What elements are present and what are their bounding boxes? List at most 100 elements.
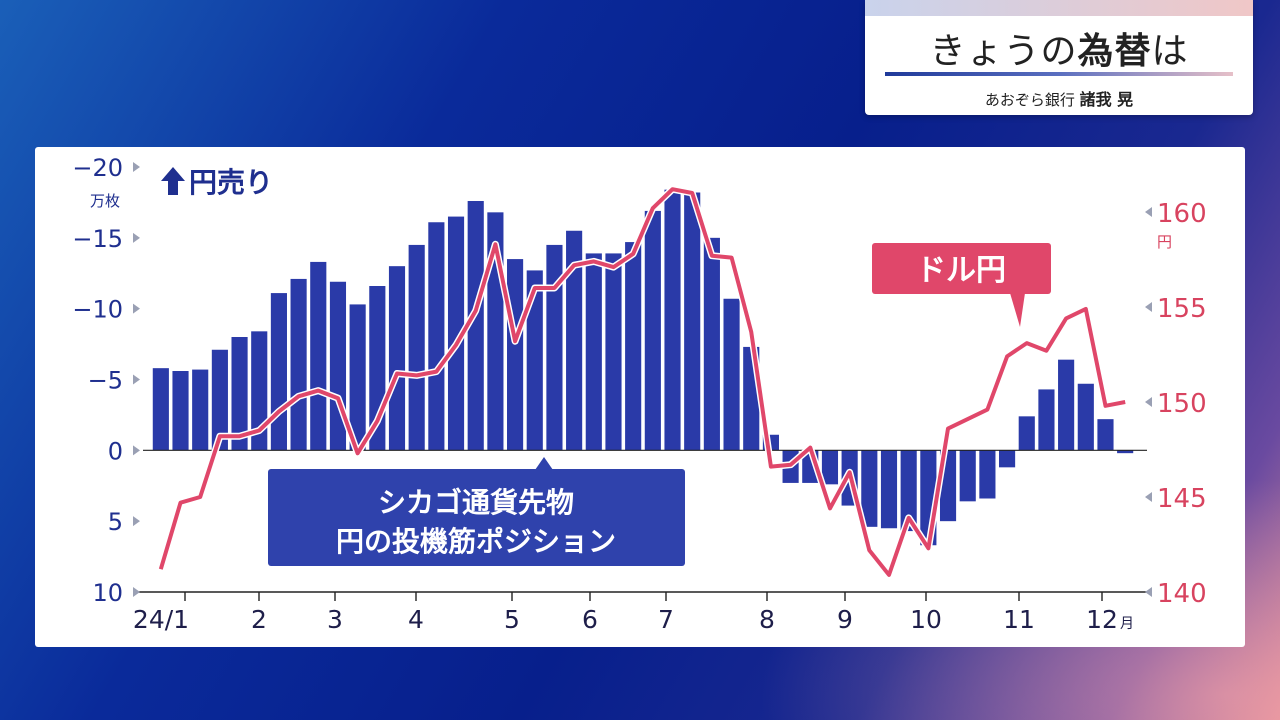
x-tick-label: 6: [582, 605, 598, 634]
guest-org: あおぞら銀行: [984, 91, 1075, 109]
title-prefix: きょうの: [929, 31, 1078, 72]
left-tick-label: 5: [108, 508, 123, 536]
position-bar: [979, 450, 996, 499]
right-tick-marker: [1145, 397, 1152, 407]
position-callout-line1: シカゴ通貨先物: [378, 486, 574, 519]
position-bar: [585, 253, 602, 451]
right-unit-label: 円: [1157, 233, 1172, 251]
right-tick-label: 150: [1157, 389, 1207, 419]
position-bar: [999, 450, 1016, 468]
position-bar: [959, 450, 976, 502]
up-arrow-icon: [161, 167, 185, 195]
program-title-box: きょうの為替は あおぞら銀行 諸我 晃: [865, 0, 1253, 115]
right-tick-label: 160: [1157, 199, 1207, 229]
position-bar: [703, 237, 720, 451]
position-callout-pointer: [535, 457, 553, 470]
axis-layer: −20 −15 −10 −5 0 5 10 万枚 円売り 160 155 150 145 140 円 24/1…: [72, 154, 1206, 634]
left-tick-marker: [133, 374, 140, 385]
x-tick-label: 11: [1003, 605, 1035, 634]
left-tick-label: 0: [108, 437, 123, 465]
position-bar: [507, 259, 524, 451]
left-annotation: 円売り: [189, 166, 273, 199]
position-bar: [546, 244, 563, 451]
position-bar: [900, 450, 917, 532]
guest-info: あおぞら銀行 諸我 晃: [865, 86, 1253, 110]
position-bar: [290, 278, 307, 451]
position-bar: [211, 349, 228, 451]
x-tick-label: 5: [504, 605, 520, 634]
usdjpy-callout-box: [872, 243, 1051, 294]
position-bar: [880, 450, 898, 529]
left-tick-marker: [133, 445, 140, 456]
position-callout-line2: 円の投機筋ポジション: [336, 525, 616, 558]
position-bar: [172, 371, 189, 451]
program-title: きょうの為替は: [865, 22, 1253, 74]
x-tick-label: 9: [837, 605, 853, 634]
right-tick-label: 140: [1157, 579, 1207, 609]
position-bar: [1077, 383, 1094, 451]
right-tick-marker: [1145, 587, 1152, 597]
position-bar: [447, 216, 465, 451]
x-tick-label: 10: [910, 605, 942, 634]
guest-name: 諸我 晃: [1079, 90, 1134, 109]
usdjpy-line: [158, 187, 1126, 577]
position-bar: [349, 304, 366, 451]
x-tick-label: 3: [327, 605, 343, 634]
right-tick-label: 145: [1157, 484, 1207, 514]
left-tick-label: 10: [92, 579, 123, 607]
left-tick-marker: [133, 516, 140, 527]
left-tick-marker: [133, 232, 140, 243]
position-bar: [1018, 416, 1035, 451]
title-suffix: は: [1151, 31, 1189, 72]
x-tick-label: 4: [408, 605, 424, 634]
position-callout-box: [268, 469, 685, 566]
position-bar: [329, 281, 347, 451]
position-bar: [408, 244, 425, 451]
position-bar: [152, 368, 169, 451]
position-bar: [625, 242, 642, 451]
position-bar: [388, 266, 406, 451]
position-bar: [192, 369, 209, 451]
x-tick-label: 2: [251, 605, 267, 634]
left-tick-label: −5: [88, 367, 123, 395]
position-bar: [684, 192, 701, 451]
position-bar: [270, 293, 287, 451]
position-bar: [644, 210, 661, 451]
title-strip: [865, 0, 1253, 16]
x-tick-label: 8: [759, 605, 775, 634]
line-layer: [157, 185, 1126, 579]
position-bar: [1038, 389, 1055, 451]
position-bar: [526, 270, 543, 451]
left-tick-label: −15: [72, 225, 123, 253]
left-unit-label: 万枚: [90, 192, 120, 210]
right-tick-marker: [1145, 492, 1152, 502]
left-tick-marker: [133, 587, 140, 597]
position-bar: [1117, 450, 1134, 454]
position-bar: [861, 450, 878, 527]
usdjpy-callout-pointer: [1010, 293, 1025, 327]
left-tick-label: −20: [72, 154, 123, 182]
chart-panel: −20 −15 −10 −5 0 5 10 万枚 円売り 160 155 150 145 140 円 24/1…: [35, 147, 1245, 647]
position-bar: [1058, 359, 1075, 451]
x-tick-label: 24/1: [133, 605, 189, 634]
position-bar: [467, 201, 484, 451]
position-bar: [231, 337, 248, 451]
position-bar: [821, 450, 839, 485]
left-tick-marker: [133, 303, 140, 314]
position-bar: [251, 331, 268, 451]
right-tick-marker: [1145, 207, 1152, 217]
left-tick-label: −10: [72, 296, 123, 324]
title-bold: 為替: [1077, 31, 1152, 72]
position-bar: [664, 189, 681, 451]
right-tick-marker: [1145, 302, 1152, 312]
position-bar: [428, 222, 445, 451]
x-tick-label: 12: [1086, 605, 1118, 634]
left-tick-marker: [133, 162, 140, 172]
position-bar: [1097, 419, 1114, 451]
position-bar: [605, 253, 622, 451]
position-bar: [310, 261, 327, 451]
x-tick-label: 7: [658, 605, 674, 634]
usdjpy-callout-label: ドル円: [916, 253, 1006, 288]
position-bar: [566, 230, 583, 451]
